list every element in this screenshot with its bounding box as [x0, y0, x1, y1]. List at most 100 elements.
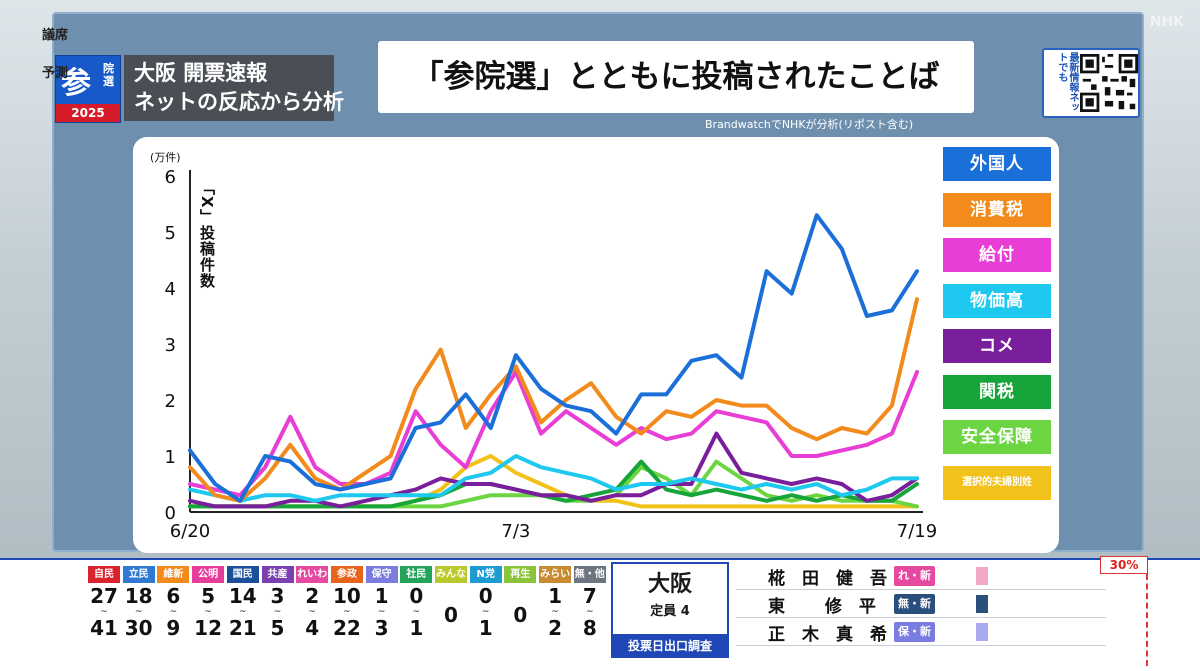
party-name-tag: 自民 — [88, 566, 120, 583]
legend-item: 関税 — [943, 374, 1051, 409]
y-tick-label: 0 — [165, 503, 176, 524]
party-seat-low: 18 — [124, 584, 153, 608]
party-seat-high: 9 — [166, 616, 181, 640]
party-seat-low: 14 — [228, 584, 257, 608]
election-badge: 参 院選 2025 — [55, 55, 121, 123]
party-name-tag: 共産 — [261, 566, 294, 583]
party-seat-high: 22 — [332, 616, 361, 640]
range-separator: ~ — [586, 607, 594, 617]
candidate-bar — [976, 595, 988, 613]
candidate-name: 椛田健吾 — [768, 569, 904, 589]
candidate-row: 椛田健吾 れ・新 — [736, 562, 1106, 590]
party-seat-low: 2 — [305, 584, 320, 608]
party-seat-high: 8 — [582, 616, 597, 640]
party-seat-column: 参政 10 ~22 — [330, 566, 363, 640]
series-line — [188, 297, 919, 503]
program-title: 大阪 開票速報 ネットの反応から分析 — [124, 55, 344, 121]
series-line — [188, 454, 919, 503]
range-separator: ~ — [412, 607, 421, 617]
party-name-tag: れいわ — [296, 566, 329, 583]
range-separator: ~ — [100, 607, 108, 617]
y-unit-label: (万件) — [150, 151, 181, 164]
party-seat-low: 1 — [548, 584, 563, 608]
qr-box[interactable]: 最新情報ネットでも — [1042, 48, 1140, 118]
exit-poll-label: 投票日出口調査 — [611, 634, 729, 658]
candidate-party: れ・新 — [894, 566, 935, 586]
candidate-party: 保・新 — [894, 622, 935, 642]
party-name-tag: みんな — [435, 566, 467, 583]
party-seat-column: 自民 27 ~41 — [88, 566, 120, 639]
qr-label: 最新情報ネットでも — [1056, 52, 1078, 112]
party-name-tag: みらい — [539, 566, 572, 583]
y-tick-label: 6 — [165, 167, 176, 188]
party-seat-high: 12 — [194, 616, 223, 640]
district-name: 大阪 — [647, 572, 692, 597]
seat-projection-label: 議席 予測 — [12, 10, 84, 106]
party-name-tag: 無・他 — [573, 566, 606, 583]
candidate-row: 正木真希 保・新 — [736, 618, 1106, 646]
party-seat-high: 21 — [228, 616, 257, 640]
y-axis-label: 「X」投稿件数 — [198, 180, 216, 289]
range-separator: ~ — [343, 607, 351, 617]
threshold-label: 30% — [1100, 556, 1148, 574]
range-separator: ~ — [134, 607, 143, 617]
range-separator: ~ — [377, 607, 386, 617]
party-seat-low: 7 — [582, 584, 597, 608]
party-seat-low: 0 — [478, 584, 493, 608]
legend-item: 安全保障 — [943, 420, 1051, 454]
district-box: 大阪 定員 4 投票日出口調査 — [611, 562, 729, 658]
party-name-tag: 参政 — [330, 566, 363, 583]
party-seat-low: 3 — [270, 584, 285, 608]
party-name-tag: 国民 — [226, 566, 259, 583]
range-separator: ~ — [204, 607, 212, 617]
candidate-list: 椛田健吾 れ・新東 修平 無・新 正木真希 保・新 — [736, 562, 1106, 646]
threshold-line — [1146, 574, 1148, 666]
qr-code-icon — [1080, 54, 1138, 112]
y-tick-label: 4 — [165, 279, 176, 300]
party-name-tag: N党 — [469, 566, 502, 583]
party-seat-low: 5 — [201, 584, 216, 608]
x-tick-label: 7/3 — [501, 521, 530, 542]
party-seat-high: 5 — [270, 616, 285, 640]
legend-item: 選択的夫婦別姓 — [943, 465, 1051, 500]
party-seat-low: 0 — [409, 584, 424, 608]
party-seat-high: 4 — [305, 616, 320, 640]
party-seat-column: みらい 1 ~2 — [539, 566, 572, 639]
candidate-row: 東 修平 無・新 — [736, 590, 1106, 618]
party-seat-column: 再生 0 — [504, 566, 537, 627]
party-seat-column: れいわ 2 ~4 — [296, 566, 329, 640]
legend-item: 物価高 — [943, 283, 1051, 318]
source-note: BrandwatchでNHKが分析(リポスト含む) — [705, 118, 914, 131]
party-seat-column: 維新 6 ~9 — [157, 566, 190, 640]
party-name-tag: 再生 — [504, 566, 537, 583]
range-separator: ~ — [481, 607, 490, 617]
program-title-line1: 大阪 開票速報 — [134, 61, 268, 85]
party-seat-column: みんな 0 — [435, 566, 467, 627]
x-tick-label: 6/20 — [170, 521, 210, 542]
candidate-party: 無・新 — [894, 594, 935, 614]
x-tick-label: 7/19 — [897, 521, 937, 542]
series-line — [188, 459, 919, 509]
party-seat-value: 0 — [513, 603, 528, 627]
party-seat-high: 1 — [409, 616, 424, 640]
y-tick-label: 3 — [165, 335, 176, 356]
party-seat-high: 30 — [124, 616, 153, 640]
party-name-tag: 立民 — [122, 566, 155, 583]
candidate-name: 東 修平 — [768, 597, 893, 617]
range-separator: ~ — [169, 607, 178, 617]
y-tick-label: 5 — [165, 223, 176, 244]
party-seat-high: 3 — [374, 616, 389, 640]
legend-item: コメ — [943, 329, 1051, 363]
range-separator: ~ — [273, 607, 282, 617]
party-seat-low: 27 — [90, 584, 118, 608]
legend-item: 外国人 — [943, 147, 1051, 181]
party-seat-column: 国民 14 ~21 — [226, 566, 259, 640]
range-separator: ~ — [551, 607, 559, 617]
range-separator: ~ — [239, 607, 247, 617]
badge-kanji: 参 — [61, 66, 91, 101]
broadcaster-logo: NHK — [1149, 14, 1184, 30]
party-seat-low: 10 — [332, 584, 361, 608]
party-seat-value: 0 — [444, 603, 458, 627]
headline: 「参院選」とともに投稿されたことば — [378, 41, 974, 113]
